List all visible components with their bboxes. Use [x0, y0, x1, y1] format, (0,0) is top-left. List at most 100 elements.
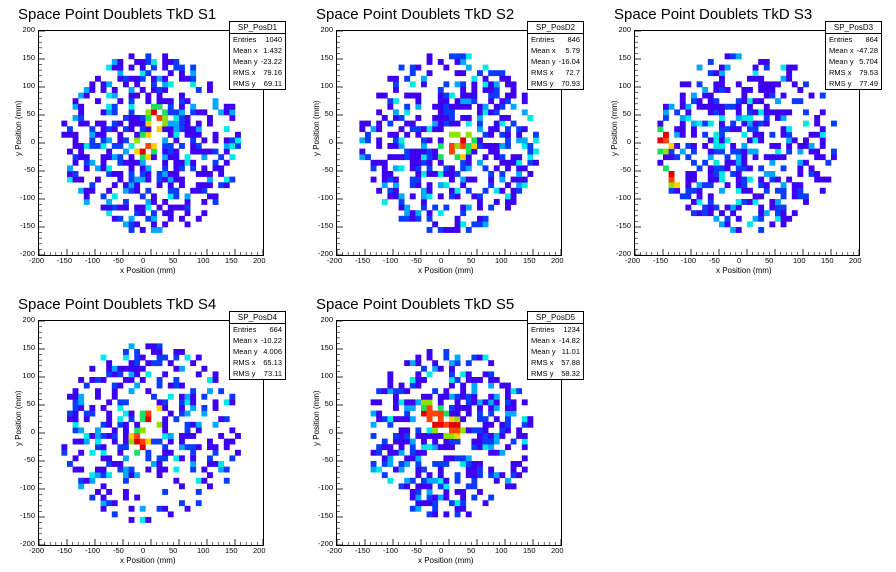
- heatmap-cell: [735, 126, 742, 133]
- heatmap-cell: [179, 165, 185, 172]
- heatmap-cell: [201, 405, 208, 411]
- heatmap-cell: [477, 221, 483, 228]
- heatmap-cell: [791, 210, 798, 217]
- y-tick-label: 100: [22, 371, 35, 380]
- stats-label: Entries: [531, 325, 555, 334]
- heatmap-cell: [454, 70, 461, 77]
- heatmap-cell: [106, 399, 113, 406]
- y-tick-label: -100: [19, 483, 35, 492]
- heatmap-cell: [139, 377, 146, 383]
- heatmap-cell: [151, 103, 157, 110]
- heatmap-cell: [674, 126, 681, 133]
- heatmap-cell: [162, 87, 169, 93]
- heatmap-cell: [72, 154, 79, 161]
- heatmap-cell: [730, 227, 737, 233]
- heatmap-cell: [724, 126, 731, 133]
- heatmap-cell: [758, 227, 765, 233]
- heatmap-cell: [117, 371, 124, 378]
- heatmap-cell: [415, 360, 422, 367]
- heatmap-cell: [162, 109, 169, 116]
- heatmap-cell: [145, 438, 152, 445]
- heatmap-cell: [432, 461, 439, 467]
- heatmap-cell: [100, 466, 107, 473]
- heatmap-cell: [668, 154, 675, 161]
- heatmap-cell: [89, 131, 96, 138]
- heatmap-cell: [370, 410, 377, 417]
- heatmap-cell: [685, 193, 692, 200]
- heatmap-cell: [156, 354, 163, 361]
- heatmap-cell: [679, 131, 686, 138]
- stats-box: SP_PosD2 Entries 846 Mean x 5.79 Mean y -16.04…: [527, 21, 584, 90]
- heatmap-cell: [477, 489, 483, 495]
- y-tick-label: -200: [317, 539, 333, 548]
- stats-label: Mean x: [233, 336, 258, 345]
- y-tick-label: 50: [622, 109, 631, 118]
- heatmap-cell: [432, 103, 439, 110]
- heatmap-cell: [432, 410, 439, 417]
- heatmap-cell: [201, 137, 208, 144]
- heatmap-cell: [432, 221, 439, 228]
- heatmap-cell: [167, 410, 174, 417]
- stats-label: RMS y: [531, 79, 554, 88]
- heatmap-cell: [707, 98, 714, 105]
- chart-title: Space Point Doublets TkD S2: [316, 6, 515, 23]
- heatmap-cell: [719, 171, 725, 177]
- heatmap-cell: [387, 371, 394, 378]
- heatmap-cell: [691, 176, 697, 183]
- heatmap-cell: [128, 92, 135, 99]
- heatmap-cell: [100, 505, 107, 512]
- heatmap-cell: [207, 455, 213, 462]
- heatmap-cell: [747, 176, 753, 183]
- heatmap-cell: [437, 393, 444, 400]
- heatmap-cell: [145, 360, 152, 367]
- heatmap-cell: [443, 109, 450, 116]
- heatmap-cell: [393, 466, 399, 473]
- heatmap-cell: [493, 81, 500, 88]
- heatmap-cell: [393, 137, 399, 144]
- heatmap-cell: [179, 365, 185, 372]
- heatmap-cell: [421, 154, 427, 161]
- heatmap-cell: [691, 159, 697, 166]
- x-axis-label: x Position (mm): [418, 266, 474, 275]
- heatmap-cell: [471, 388, 478, 395]
- heatmap-cell: [421, 187, 427, 194]
- heatmap-cell: [223, 143, 230, 149]
- heatmap-cell: [454, 131, 461, 138]
- heatmap-cell: [786, 176, 793, 183]
- heatmap-cell: [696, 120, 703, 127]
- heatmap-cell: [117, 98, 124, 105]
- heatmap-cell: [106, 137, 113, 144]
- heatmap-cell: [493, 449, 500, 456]
- heatmap-cell: [95, 377, 101, 383]
- heatmap-cell: [387, 455, 394, 462]
- heatmap-cell: [409, 405, 416, 411]
- heatmap-cell: [207, 461, 213, 467]
- heatmap-cell: [786, 109, 793, 116]
- heatmap-cell: [393, 388, 399, 395]
- heatmap-cell: [195, 371, 202, 378]
- heatmap-cell: [454, 477, 461, 484]
- heatmap-cell: [117, 159, 124, 166]
- heatmap-cell: [443, 349, 450, 355]
- x-tick-label: 150: [225, 256, 238, 265]
- heatmap-cell: [819, 143, 826, 149]
- y-tick-label: 200: [22, 315, 35, 324]
- heatmap-cell: [510, 461, 517, 467]
- heatmap-cell: [404, 109, 411, 116]
- heatmap-cell: [454, 377, 461, 383]
- heatmap-cell: [190, 421, 197, 428]
- heatmap-cell: [803, 159, 809, 166]
- heatmap-cell: [741, 165, 748, 172]
- heatmap-cell: [449, 103, 455, 110]
- heatmap-cell: [404, 405, 411, 411]
- heatmap-cell: [471, 354, 478, 361]
- heatmap-cell: [482, 187, 489, 194]
- stats-value: 72.7: [565, 68, 580, 77]
- heatmap-cell: [72, 159, 79, 166]
- heatmap-cell: [139, 159, 146, 166]
- heatmap-cell: [471, 377, 478, 383]
- heatmap-cell: [775, 115, 781, 121]
- heatmap-cell: [533, 131, 539, 138]
- heatmap-cell: [482, 433, 489, 439]
- heatmap-cell: [437, 115, 444, 121]
